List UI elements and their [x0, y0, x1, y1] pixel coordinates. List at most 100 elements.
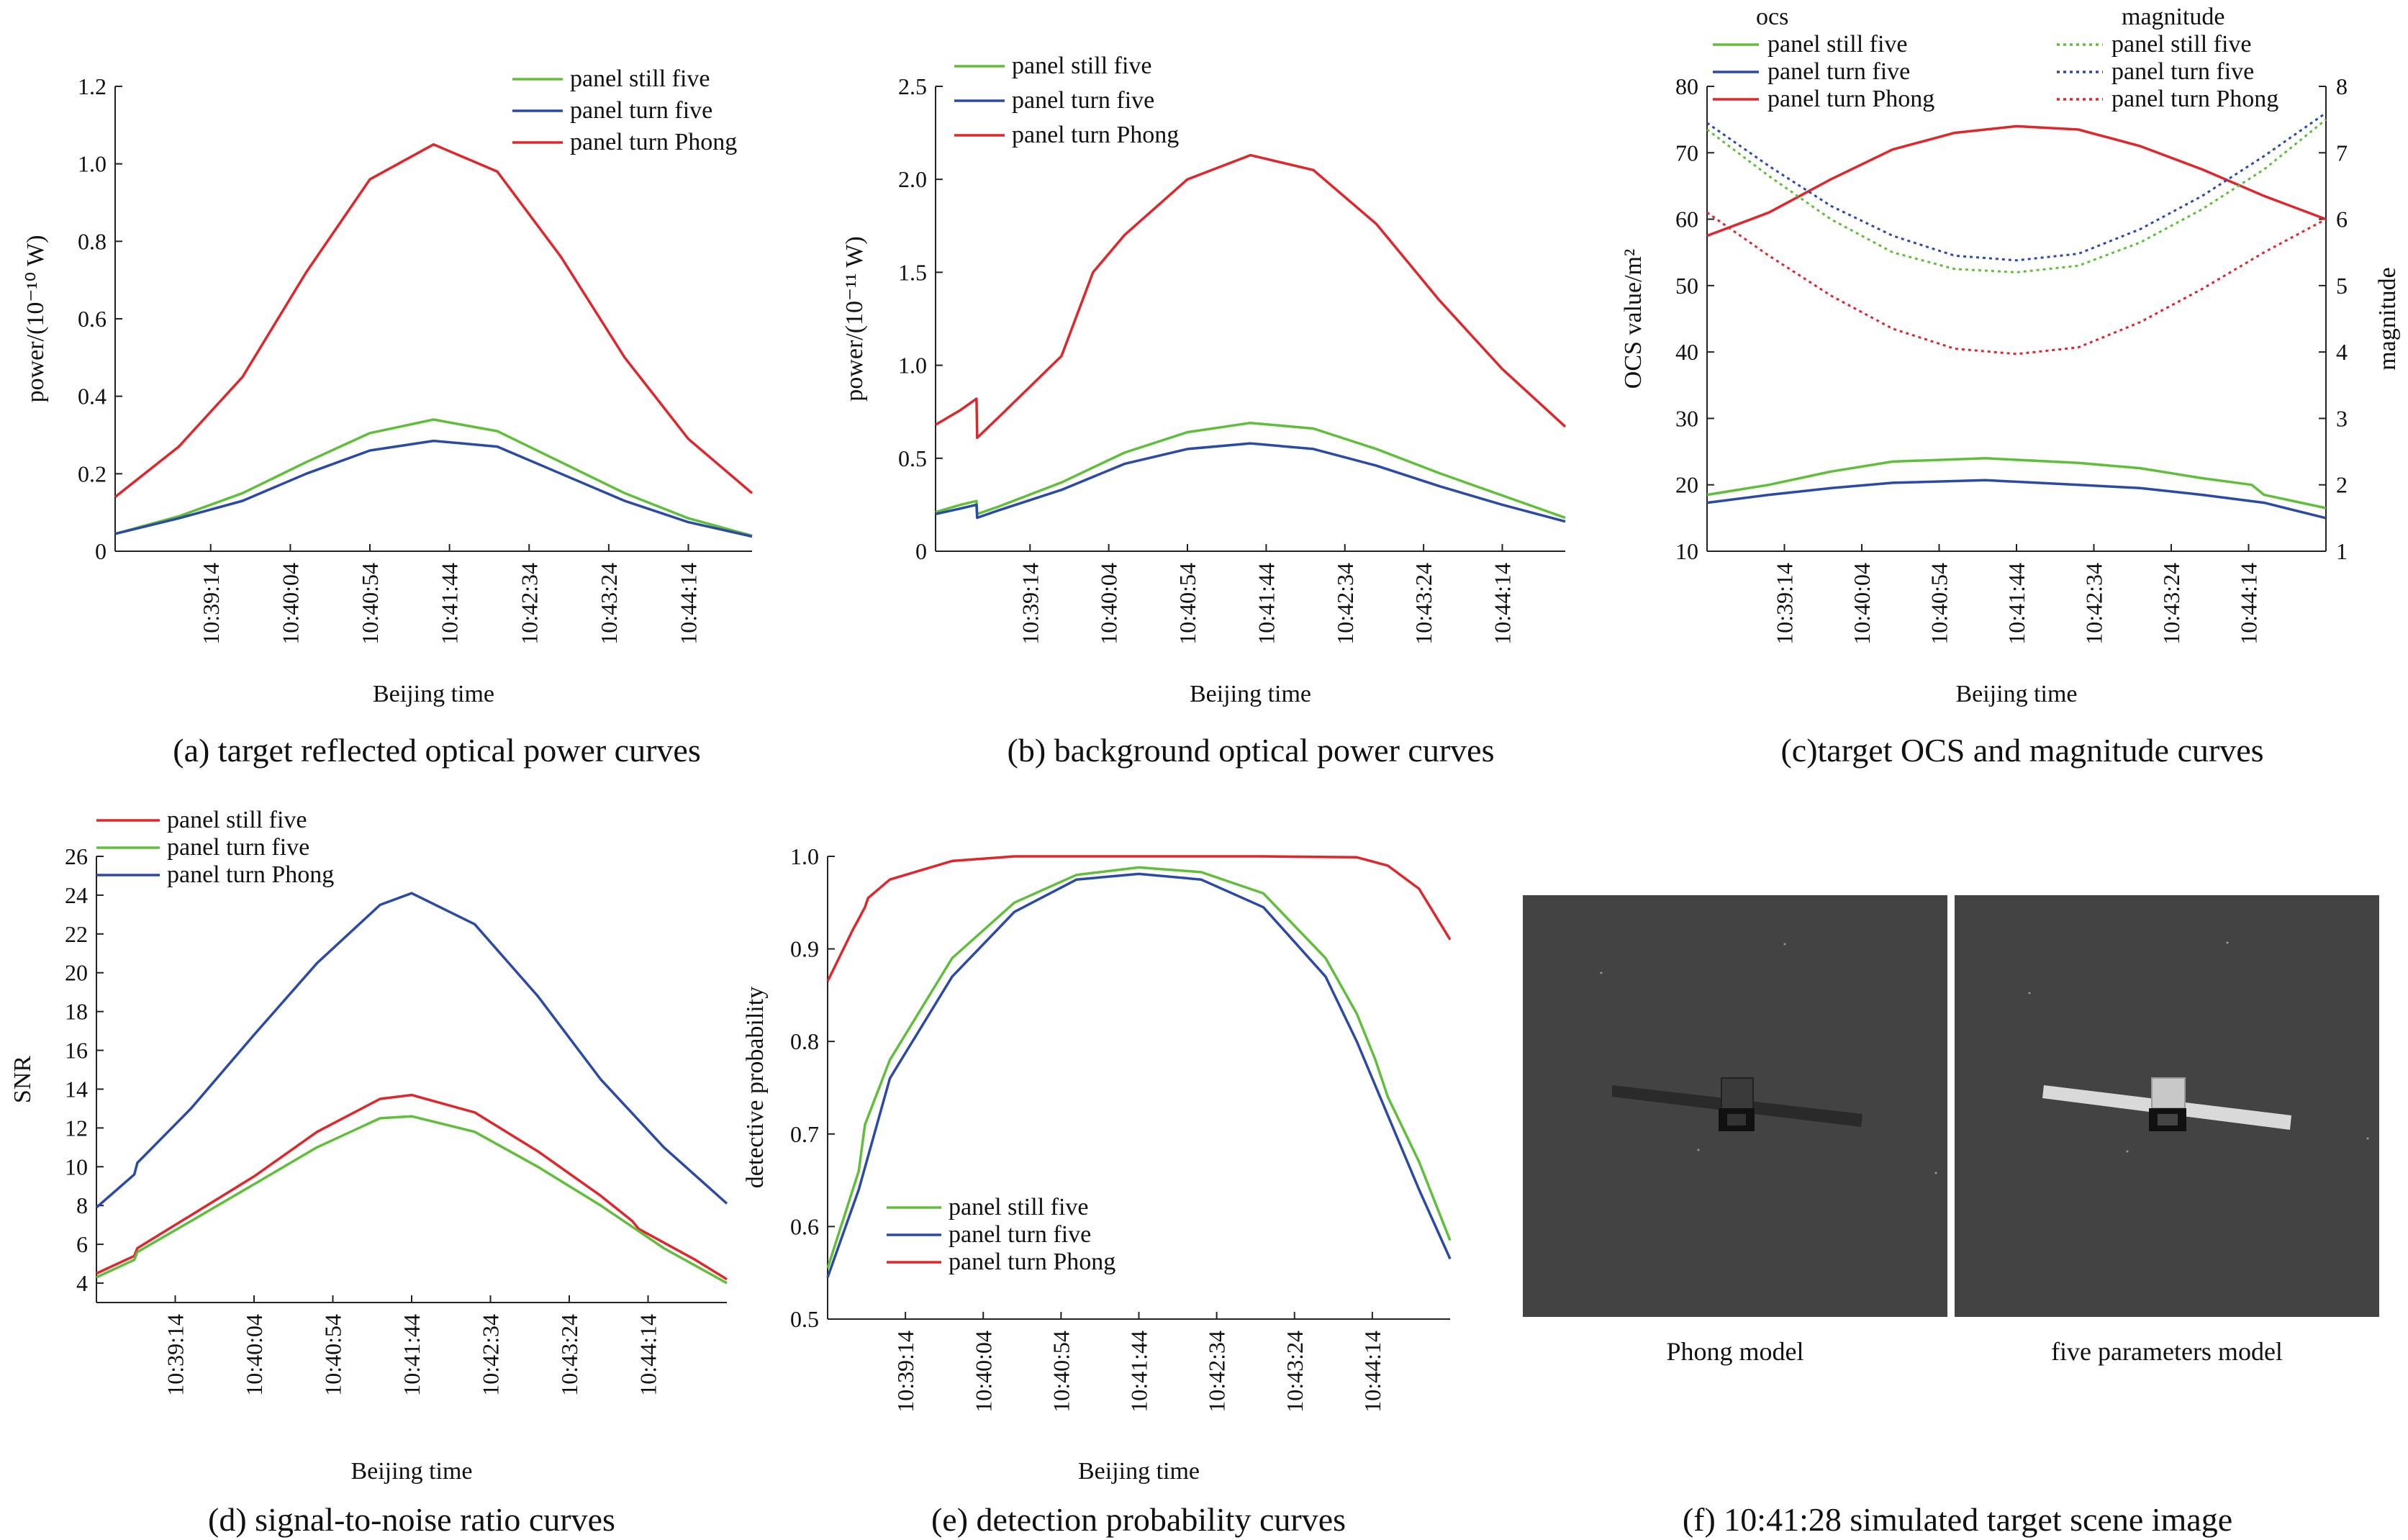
- legend-label: panel turn five: [2111, 58, 2254, 85]
- y2-tick-label: 2: [2336, 472, 2348, 498]
- x-axis-label: Beijing time: [1955, 681, 2077, 707]
- y-axis-label: SNR: [9, 1056, 36, 1103]
- chart-e: 0.5 0.6 0.7 0.8 0.9 1.0 10:39:14 10:40:04 10:40:…: [742, 843, 1452, 1538]
- y-tick-label: 0.8: [790, 1028, 819, 1054]
- x-tick-label: 10:41:44: [2004, 563, 2029, 645]
- y-tick-label: 12: [65, 1115, 88, 1141]
- legend-label: panel turn five: [949, 1221, 1091, 1248]
- y-tick-label: 0.6: [78, 306, 107, 332]
- y-tick-label: 10: [1675, 538, 1698, 564]
- noise-speck: [2028, 992, 2031, 995]
- y-axis-label: OCS value/m²: [1620, 249, 1647, 389]
- x-tick-label: 10:42:34: [516, 563, 542, 645]
- series-line-panel-turn-five: [826, 872, 1452, 1278]
- x-tick-label: 10:43:24: [596, 563, 622, 645]
- series-line-panel-turn-phong: [95, 892, 728, 1209]
- chart-caption: (d) signal-to-noise ratio curves: [208, 1501, 615, 1538]
- x-tick-label: 10:41:44: [1253, 563, 1279, 645]
- y-tick-label: 1.0: [898, 353, 927, 379]
- series-line-panel-turn-phong-magnitude: [1706, 212, 2327, 355]
- y-tick-label: 1.5: [898, 259, 927, 285]
- x-axis-label: Beijing time: [373, 681, 494, 707]
- y-tick-label: 6: [76, 1231, 88, 1257]
- x-axis-label: Beijing time: [1190, 681, 1311, 707]
- caption-f: (f) 10:41:28 simulated target scene imag…: [1683, 1501, 2232, 1538]
- series-line-panel-turn-phong: [935, 153, 1567, 440]
- y-tick-label: 1.0: [790, 843, 819, 869]
- legend-label: panel turn Phong: [1767, 86, 1934, 112]
- chart-c: 10 20 30 40 50 60 70 80 1 2 3 4 5 6 7 8 magnitude 10:39:1…: [1620, 4, 2401, 769]
- x-tick-label: 10:39:14: [198, 563, 224, 645]
- series-line-panel-turn-five: [114, 439, 753, 538]
- y-axis-label: power/(10⁻¹⁰ W): [22, 235, 49, 403]
- y-tick-label: 40: [1675, 339, 1698, 365]
- y-tick-label: 0.7: [790, 1121, 819, 1147]
- y-tick-label: 2.0: [898, 166, 927, 192]
- y-tick-label: 8: [76, 1192, 88, 1218]
- legend-label: panel turn five: [570, 97, 712, 124]
- y-tick-label: 22: [65, 921, 88, 947]
- x-tick-label: 10:40:54: [1174, 563, 1200, 645]
- x-tick-label: 10:44:14: [635, 1314, 661, 1396]
- x-tick-label: 10:39:14: [163, 1314, 189, 1396]
- series-line-panel-still-five: [935, 421, 1566, 520]
- legend-label: panel turn Phong: [570, 129, 737, 155]
- x-tick-label: 10:39:14: [1772, 563, 1798, 645]
- y-tick-label: 0.8: [78, 228, 107, 254]
- x-tick-label: 10:39:14: [1017, 563, 1043, 645]
- x-tick-label: 10:42:34: [1332, 563, 1358, 645]
- y2-tick-label: 1: [2336, 538, 2348, 564]
- y-tick-label: 26: [65, 843, 88, 869]
- legend-label: panel still five: [167, 807, 307, 833]
- satellite-bright-icon: [2042, 1077, 2291, 1131]
- x-tick-label: 10:41:44: [437, 563, 463, 645]
- x-tick-label: 10:40:04: [241, 1314, 267, 1396]
- y-tick-label: 20: [65, 960, 88, 986]
- x-tick-label: 10:40:04: [277, 563, 303, 645]
- y2-tick-label: 7: [2336, 140, 2348, 166]
- y2-tick-label: 3: [2336, 405, 2348, 431]
- series-line-panel-still-five: [96, 1093, 728, 1281]
- x-tick-label: 10:44:14: [676, 563, 702, 645]
- y2-tick-label: 6: [2336, 207, 2348, 232]
- satellite-dark-icon: [1612, 1077, 1862, 1131]
- chart-a: 0 0.2 0.4 0.6 0.8 1.0 1.2 10:39:14 10:40:04 10:40…: [22, 65, 753, 769]
- y-axis-label: power/(10⁻¹¹ W): [841, 236, 868, 401]
- x-tick-label: 10:41:44: [399, 1314, 425, 1396]
- series-line-panel-still-five-ocs: [1706, 457, 2327, 509]
- x-tick-label: 10:40:54: [1048, 1331, 1074, 1413]
- x-tick-label: 10:40:54: [357, 563, 383, 645]
- noise-speck: [1934, 1172, 1937, 1174]
- chart-caption: (c)target OCS and magnitude curves: [1780, 732, 2263, 769]
- chart-caption: (b) background optical power curves: [1008, 732, 1495, 769]
- y-tick-label: 60: [1675, 207, 1698, 232]
- y-tick-label: 16: [65, 1038, 88, 1064]
- y-tick-label: 0: [915, 538, 927, 564]
- scene-image-panel: Phong model five parameters model (f) 10…: [1523, 895, 2379, 1538]
- legend-label: panel still five: [1012, 53, 1152, 79]
- chart-b: 0 0.5 1.0 1.5 2.0 2.5 10:39:14 10:40:04 10:40:54…: [841, 53, 1567, 769]
- y-tick-label: 10: [65, 1154, 88, 1179]
- y-tick-label: 0.5: [790, 1306, 819, 1332]
- chart-caption: (a) target reflected optical power curve…: [173, 732, 700, 769]
- y-tick-label: 70: [1675, 140, 1698, 166]
- five-parameters-model-label: five parameters model: [2051, 1337, 2283, 1366]
- y-tick-label: 1.2: [78, 73, 107, 99]
- noise-speck: [2366, 1137, 2369, 1140]
- noise-speck: [2126, 1150, 2129, 1153]
- y-tick-label: 0.6: [790, 1213, 819, 1239]
- x-tick-label: 10:40:54: [320, 1314, 346, 1396]
- x-axis-label: Beijing time: [350, 1458, 472, 1485]
- series-line-panel-turn-five-ocs: [1706, 479, 2327, 520]
- series-line-panel-turn-phong-ocs: [1706, 124, 2327, 237]
- y-tick-label: 14: [65, 1076, 88, 1102]
- x-tick-label: 10:43:24: [2158, 563, 2184, 645]
- x-tick-label: 10:42:34: [2081, 563, 2107, 645]
- noise-speck: [1600, 971, 1603, 974]
- noise-speck: [2226, 941, 2229, 944]
- legend-label: panel turn five: [1767, 58, 1910, 85]
- y2-tick-label: 5: [2336, 273, 2348, 299]
- y-tick-label: 30: [1675, 405, 1698, 431]
- y-tick-label: 20: [1675, 472, 1698, 498]
- x-tick-label: 10:44:14: [1490, 563, 1516, 645]
